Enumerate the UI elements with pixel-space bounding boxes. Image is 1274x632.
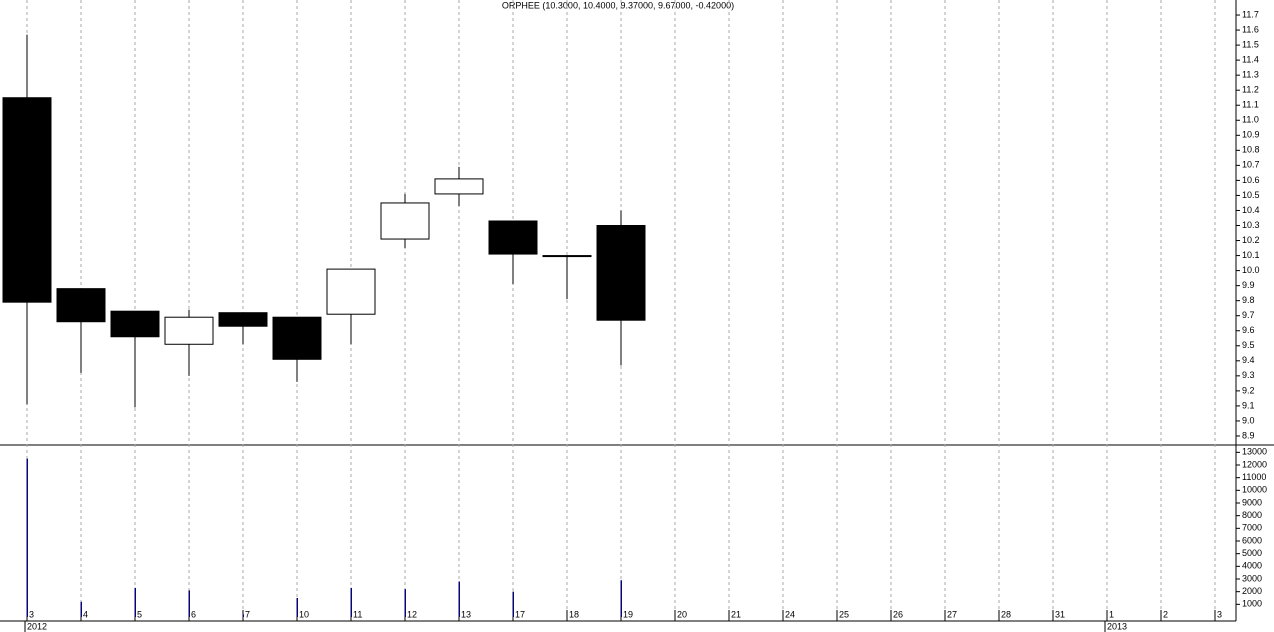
- y-tick-label: 10.9: [1242, 130, 1260, 140]
- y-tick-label: 10.3: [1242, 220, 1260, 230]
- y-tick-label: 10.8: [1242, 145, 1260, 155]
- y2-tick-label: 1000: [1242, 599, 1262, 609]
- y-tick-label: 11.5: [1242, 39, 1259, 49]
- y-tick-label: 9.6: [1242, 325, 1255, 335]
- x-tick-label: 6: [191, 609, 196, 619]
- y2-tick-label: 10000: [1242, 485, 1267, 495]
- y2-tick-label: 5000: [1242, 548, 1262, 558]
- y-tick-label: 9.0: [1242, 415, 1255, 425]
- y2-tick-label: 8000: [1242, 510, 1262, 520]
- y-tick-label: 9.9: [1242, 280, 1255, 290]
- x-tick-label: 13: [461, 609, 471, 619]
- y-tick-label: 11.2: [1242, 85, 1259, 95]
- y-tick-label: 8.9: [1242, 430, 1255, 440]
- y-tick-label: 10.0: [1242, 265, 1260, 275]
- candle-body: [326, 268, 376, 315]
- x-tick-label: 27: [947, 609, 957, 619]
- y-tick-label: 10.5: [1242, 190, 1260, 200]
- x-tick-label: 11: [353, 609, 362, 619]
- y2-tick-label: 4000: [1242, 561, 1262, 571]
- y-tick-label: 11.6: [1242, 24, 1259, 34]
- y-tick-label: 9.1: [1242, 400, 1255, 410]
- x-tick-label: 31: [1055, 609, 1065, 619]
- x-tick-label: 19: [623, 609, 633, 619]
- candle-body: [272, 316, 322, 360]
- y2-tick-label: 11000: [1242, 472, 1266, 482]
- y-tick-label: 10.7: [1242, 160, 1260, 170]
- volume-bar: [134, 587, 136, 617]
- x-tick-label: 12: [407, 609, 417, 619]
- year-label: 2012: [27, 621, 47, 631]
- x-tick-label: 28: [1001, 609, 1011, 619]
- y2-tick-label: 7000: [1242, 523, 1262, 533]
- volume-bar: [620, 580, 622, 617]
- candle-body: [164, 316, 214, 345]
- volume-bar: [512, 591, 514, 617]
- y-tick-label: 11.3: [1242, 70, 1259, 80]
- y2-tick-label: 2000: [1242, 586, 1262, 596]
- candle-body: [56, 288, 106, 323]
- x-tick-label: 3: [29, 609, 34, 619]
- x-tick-label: 18: [569, 609, 579, 619]
- y2-tick-label: 12000: [1242, 459, 1267, 469]
- candle-body: [380, 202, 430, 240]
- x-tick-label: 21: [731, 609, 741, 619]
- x-tick-label: 17: [515, 609, 525, 619]
- y-tick-label: 9.8: [1242, 295, 1255, 305]
- y-tick-label: 10.6: [1242, 175, 1260, 185]
- y2-tick-label: 6000: [1242, 535, 1262, 545]
- volume-bar: [350, 587, 352, 617]
- y-tick-label: 10.1: [1242, 250, 1260, 260]
- x-tick-label: 1: [1109, 609, 1114, 619]
- candle-body: [596, 225, 646, 321]
- candle-body: [542, 255, 592, 258]
- volume-bar: [404, 589, 406, 617]
- y-tick-label: 9.2: [1242, 385, 1255, 395]
- volume-bar: [80, 601, 82, 617]
- x-tick-label: 24: [785, 609, 795, 619]
- y-tick-label: 11.0: [1242, 115, 1259, 125]
- x-tick-label: 26: [893, 609, 903, 619]
- year-label: 2013: [1107, 621, 1127, 631]
- y-tick-label: 10.4: [1242, 205, 1260, 215]
- y2-tick-label: 3000: [1242, 573, 1262, 583]
- chart-title: ORPHEE (10.3000, 10.4000, 9.37000, 9.670…: [502, 0, 734, 10]
- y2-tick-label: 13000: [1242, 447, 1267, 457]
- y-tick-label: 9.3: [1242, 370, 1255, 380]
- volume-bar: [458, 581, 460, 617]
- candle-body: [110, 310, 160, 338]
- candle-body: [434, 178, 484, 195]
- x-tick-label: 25: [839, 609, 849, 619]
- volume-bar: [188, 590, 190, 617]
- candle-body: [2, 97, 52, 303]
- x-tick-label: 3: [1217, 609, 1222, 619]
- x-tick-label: 7: [245, 609, 250, 619]
- x-tick-label: 10: [299, 609, 309, 619]
- y-tick-label: 10.2: [1242, 235, 1260, 245]
- x-tick-label: 5: [137, 609, 142, 619]
- candle-body: [488, 220, 538, 255]
- y-tick-label: 9.7: [1242, 310, 1255, 320]
- y-tick-label: 9.5: [1242, 340, 1255, 350]
- y2-tick-label: 9000: [1242, 497, 1262, 507]
- y-tick-label: 11.7: [1242, 9, 1259, 19]
- y-tick-label: 9.4: [1242, 355, 1255, 365]
- volume-bar: [26, 458, 28, 617]
- y-tick-label: 11.1: [1242, 100, 1259, 110]
- x-tick-label: 4: [83, 609, 88, 619]
- candle-body: [218, 312, 268, 327]
- y-tick-label: 11.4: [1242, 55, 1259, 65]
- x-tick-label: 20: [677, 609, 687, 619]
- x-tick-label: 2: [1163, 609, 1168, 619]
- volume-bar: [242, 614, 244, 617]
- volume-bar: [296, 598, 298, 617]
